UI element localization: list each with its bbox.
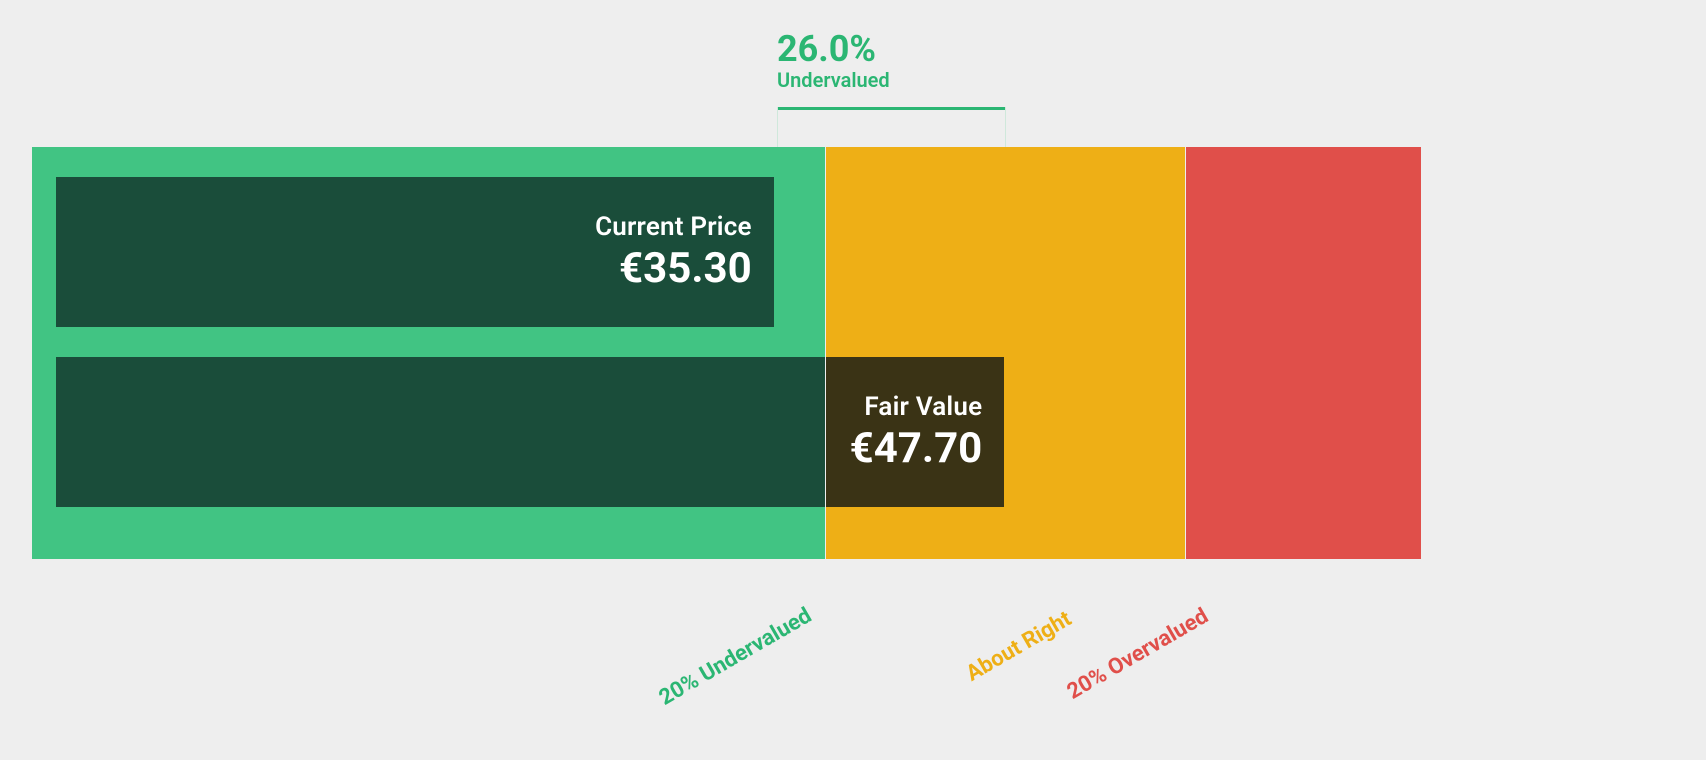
axis-label-overvalued: 20% Overvalued: [1063, 603, 1213, 704]
current-price-bar: Current Price €35.30: [56, 177, 774, 327]
header-underline: [777, 107, 1005, 110]
fair-value-label: Fair Value: [850, 392, 983, 422]
zone-overvalued: [1185, 147, 1421, 559]
bracket-right: [1005, 107, 1006, 147]
fair-value-text: Fair Value €47.70: [850, 392, 983, 473]
current-price-value: €35.30: [595, 244, 752, 293]
axis-label-undervalued: 20% Undervalued: [655, 603, 816, 710]
valuation-bands: Current Price €35.30 Fair Value €47.70: [32, 147, 1421, 559]
current-price-label: Current Price: [595, 212, 752, 242]
bracket-left: [777, 107, 778, 147]
valuation-percent: 26.0%: [777, 28, 890, 70]
fair-value-bar-seg-amber: Fair Value €47.70: [825, 357, 1004, 507]
band-divider-under-about: [825, 147, 826, 559]
fair-value-value: €47.70: [850, 424, 983, 473]
current-price-text: Current Price €35.30: [595, 212, 752, 293]
axis-label-about-right: About Right: [962, 606, 1076, 686]
valuation-status: Undervalued: [777, 68, 890, 92]
fair-value-bar-seg-green: [56, 357, 825, 507]
valuation-header: 26.0% Undervalued: [777, 28, 890, 92]
band-divider-about-over: [1185, 147, 1186, 559]
valuation-chart: 26.0% Undervalued Current Price €35.30 F…: [0, 0, 1706, 760]
